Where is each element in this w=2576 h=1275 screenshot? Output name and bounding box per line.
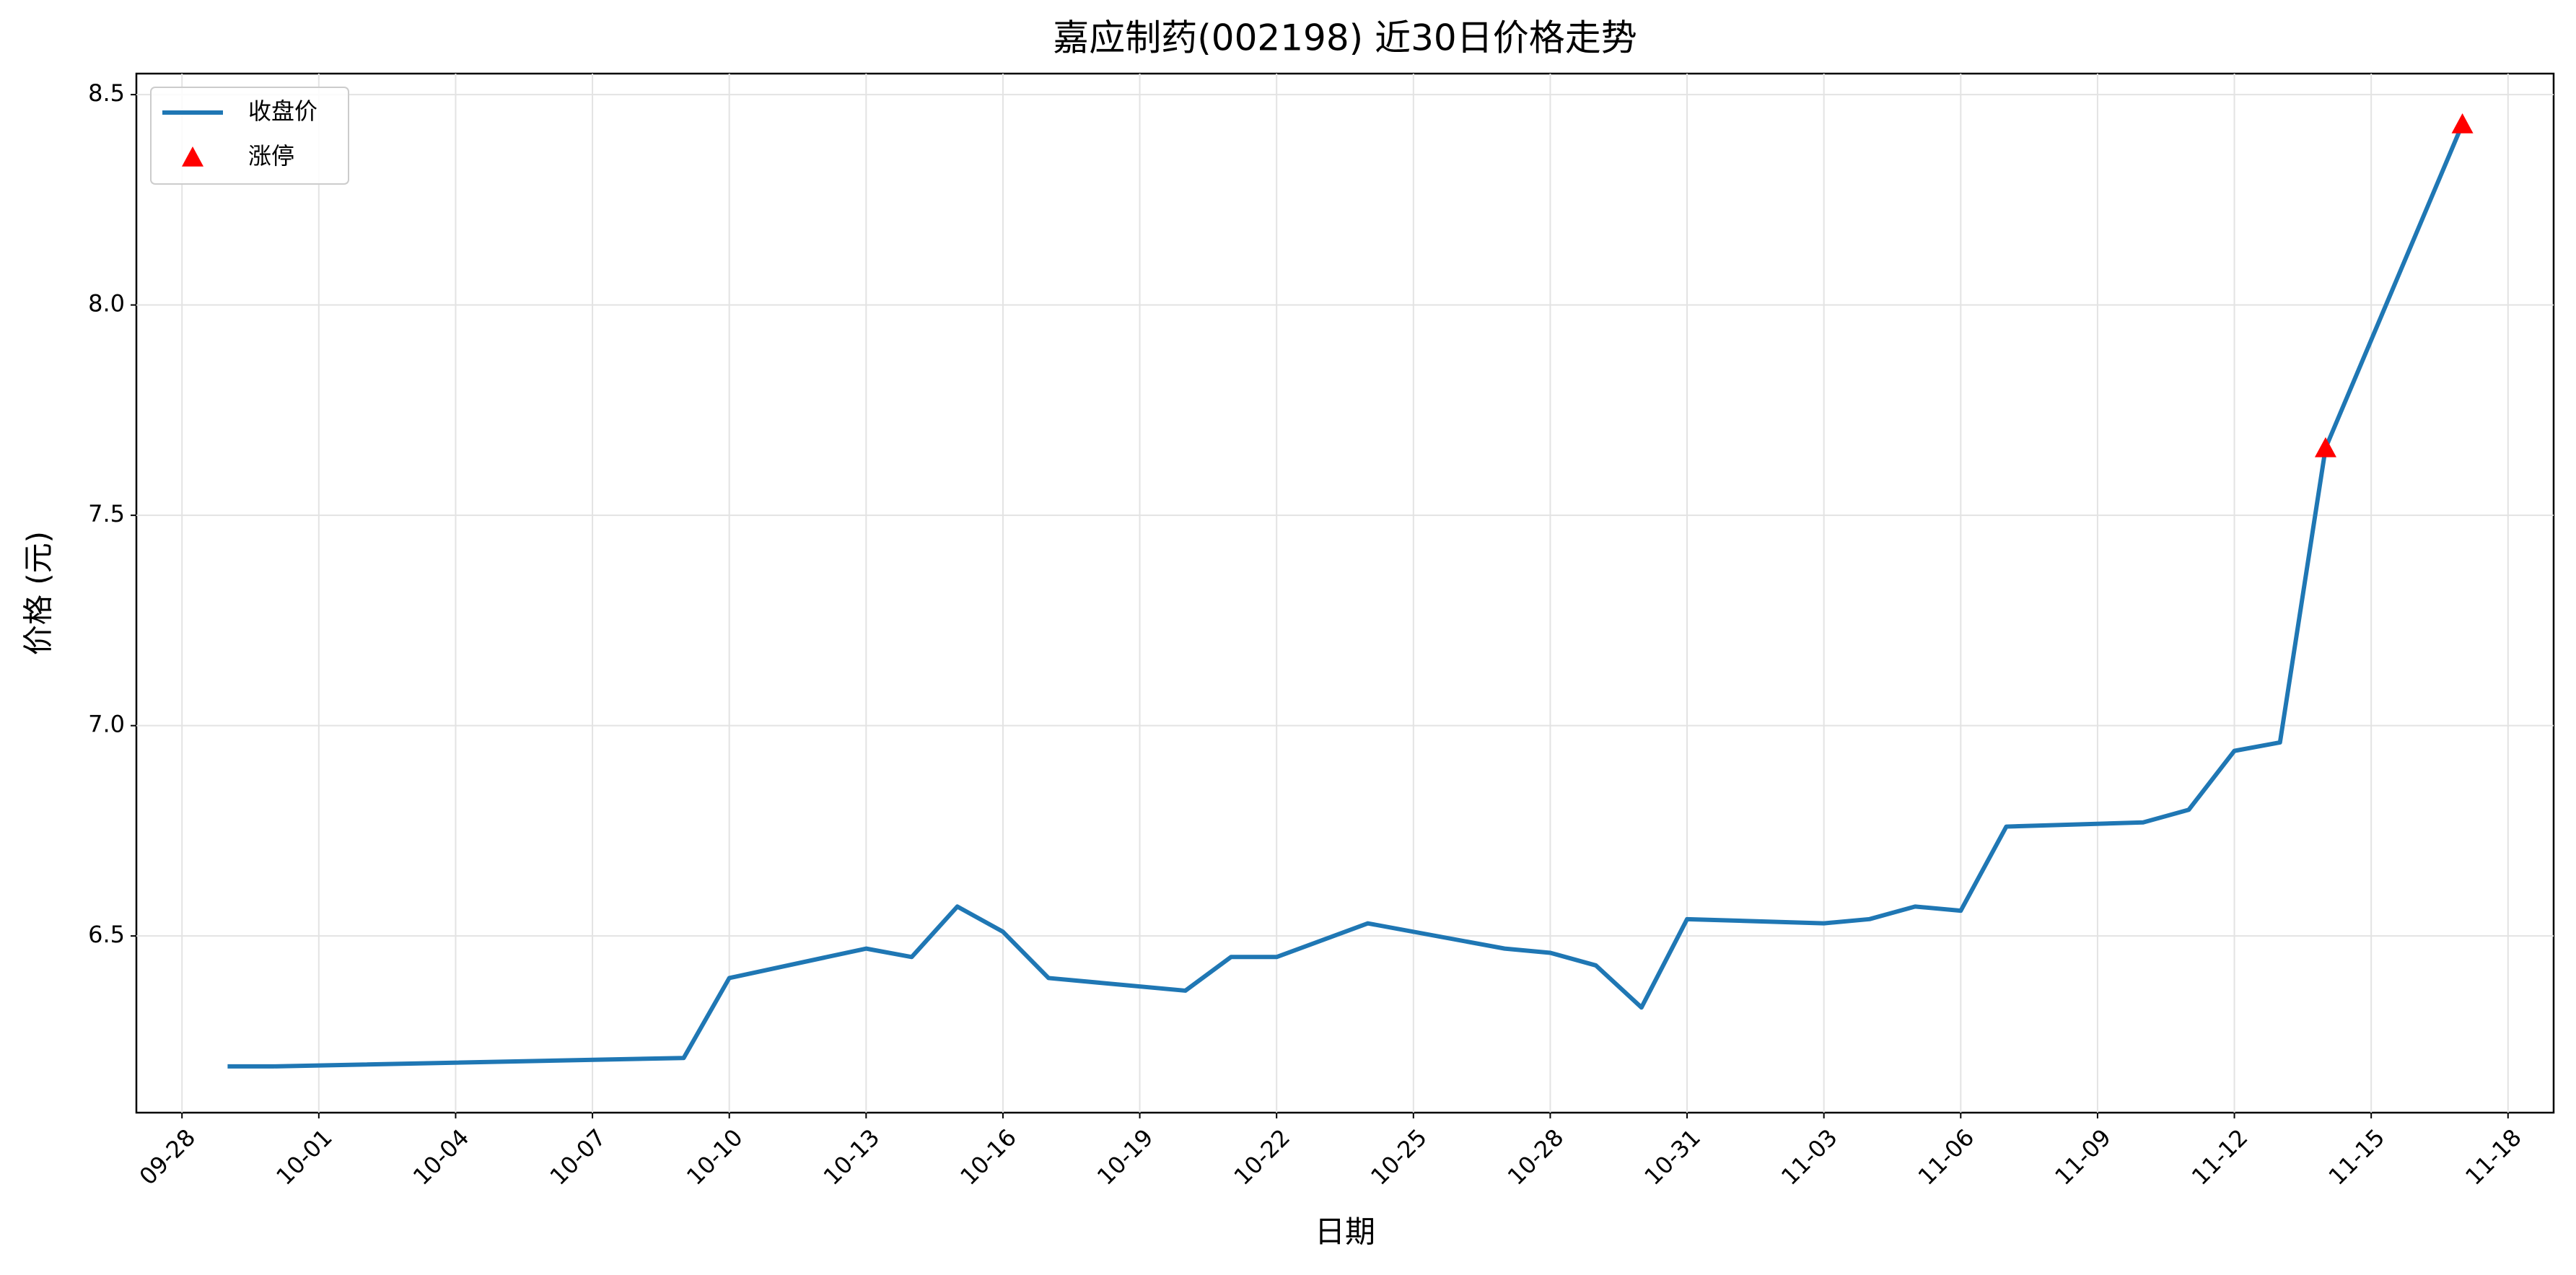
x-tick-label: 10-31	[1639, 1123, 1706, 1191]
x-tick-label: 09-28	[134, 1123, 201, 1191]
y-tick-label: 7.5	[88, 500, 125, 527]
y-tick-label: 8.0	[88, 290, 125, 317]
x-axis-label: 日期	[1315, 1214, 1375, 1250]
x-tick-label: 10-04	[408, 1123, 475, 1191]
limit-up-marker	[2451, 113, 2474, 133]
y-tick-label: 6.5	[88, 921, 125, 948]
x-tick-label: 10-16	[955, 1123, 1022, 1191]
x-tick-label: 10-28	[1502, 1123, 1569, 1191]
limit-up-marker	[2314, 437, 2336, 457]
price-line	[227, 123, 2465, 1069]
x-tick-label: 11-06	[1913, 1123, 1980, 1191]
x-tick-label: 11-18	[2460, 1123, 2527, 1191]
legend-label: 收盘价	[248, 97, 317, 125]
y-tick-label: 7.0	[88, 711, 125, 738]
chart-title: 嘉应制药(002198) 近30日价格走势	[1053, 17, 1637, 59]
x-tick-label: 10-10	[681, 1123, 748, 1191]
x-tick-label: 11-12	[2186, 1123, 2253, 1191]
x-tick-label: 10-13	[818, 1123, 885, 1191]
x-tick-label: 11-09	[2049, 1123, 2116, 1191]
x-tick-label: 10-01	[271, 1123, 338, 1191]
x-tick-label: 11-15	[2323, 1123, 2391, 1191]
y-axis-label: 价格 (元)	[21, 531, 56, 655]
x-tick-label: 10-25	[1365, 1123, 1432, 1191]
legend-label: 涨停	[248, 142, 294, 170]
x-tick-label: 10-19	[1092, 1123, 1159, 1191]
x-tick-label: 10-22	[1229, 1123, 1296, 1191]
x-tick-label: 10-07	[544, 1123, 611, 1191]
legend-marker	[182, 146, 203, 167]
y-tick-label: 8.5	[88, 79, 125, 107]
plot-frame	[135, 72, 2555, 1114]
x-tick-label: 11-03	[1776, 1123, 1843, 1191]
